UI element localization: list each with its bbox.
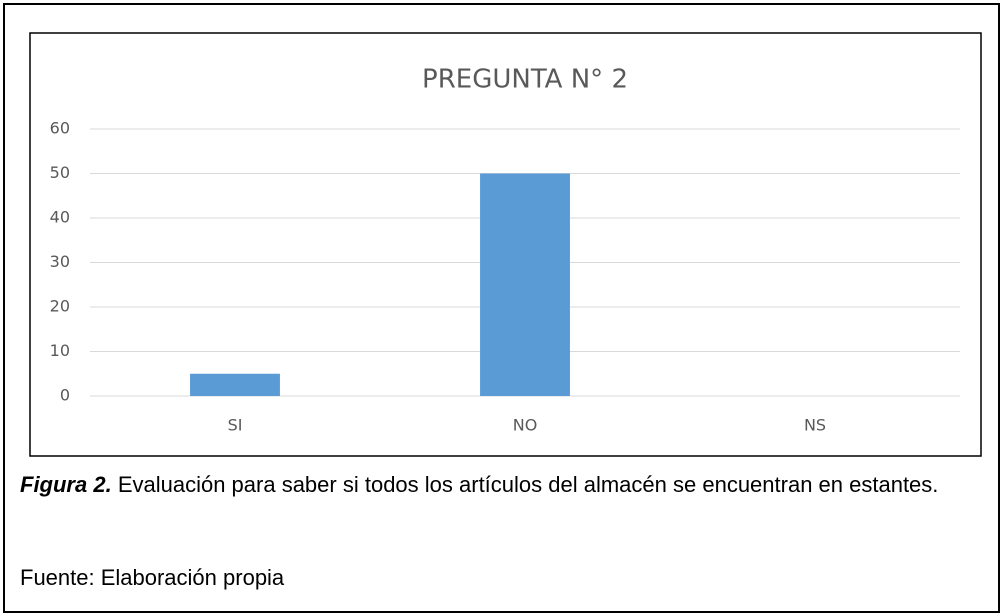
y-tick-label: 30 (50, 252, 70, 271)
caption: Figura 2. Evaluación para saber si todos… (20, 462, 985, 507)
y-tick-label: 10 (50, 341, 70, 360)
x-tick-label: SI (228, 416, 243, 435)
caption-source: Fuente: Elaboración propia (20, 565, 285, 590)
bar (480, 173, 570, 396)
chart-title: PREGUNTA N° 2 (422, 65, 628, 95)
y-tick-label: 40 (50, 208, 70, 227)
caption-text: Evaluación para saber si todos los artíc… (117, 472, 939, 497)
x-tick-label: NS (804, 416, 826, 435)
chart: PREGUNTA N° 2 0 10 20 30 40 50 60 SI NO NS (29, 32, 982, 457)
y-tick-label: 50 (50, 163, 70, 182)
caption-label: Figura 2. (20, 472, 112, 497)
y-tick-label: 0 (60, 386, 70, 405)
y-tick-label: 20 (50, 297, 70, 316)
x-tick-label: NO (513, 416, 538, 435)
bar (190, 373, 280, 396)
y-tick-label: 60 (50, 119, 70, 138)
